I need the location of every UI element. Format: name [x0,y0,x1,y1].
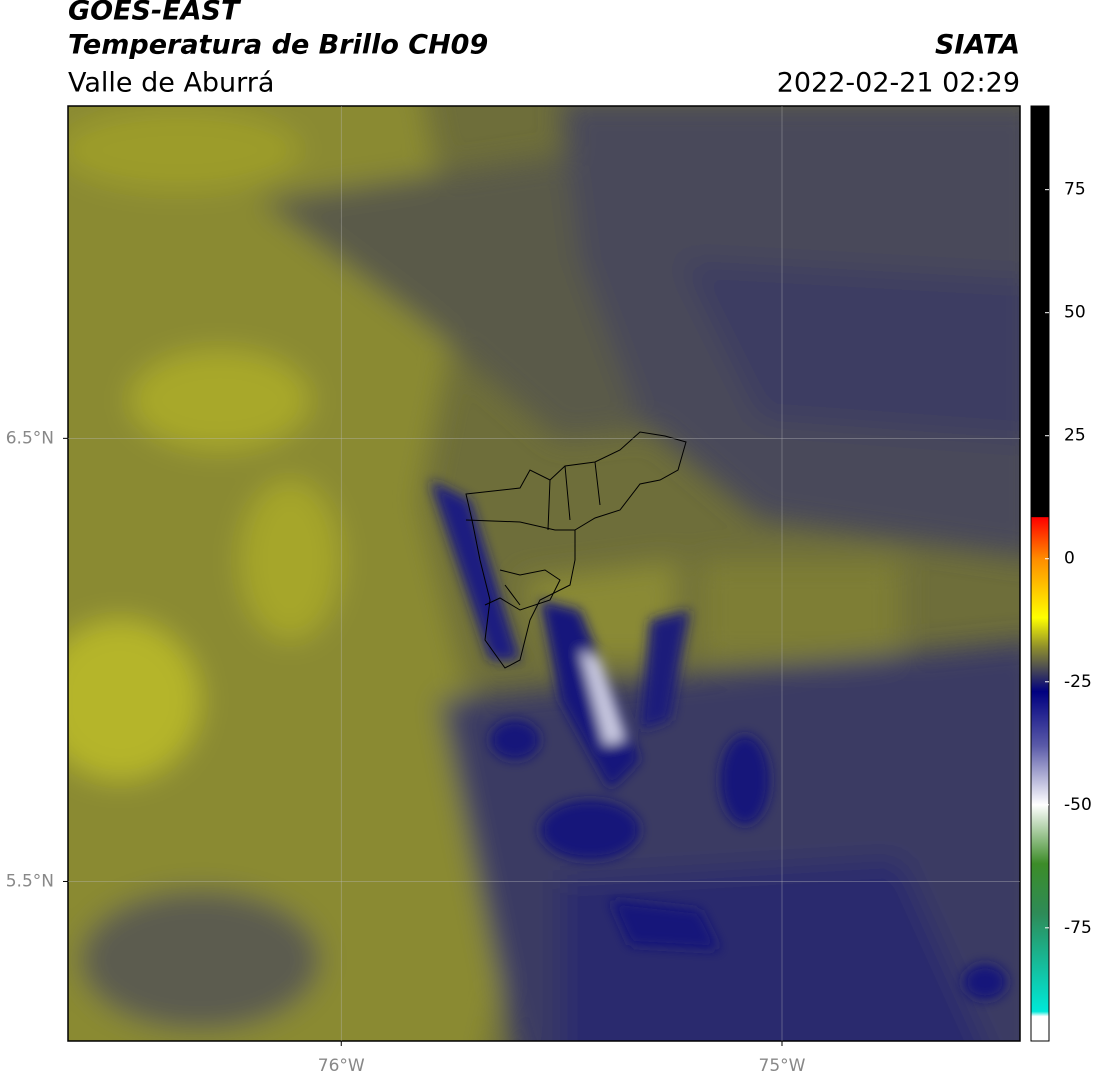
colorbar-tick-label: 25 [1064,426,1086,446]
colorbar-tick-label: -75 [1064,918,1092,938]
colorbar-tick-label: 75 [1064,180,1086,200]
region: Valle de Aburrá [68,68,274,99]
colorbar-tick-label: -25 [1064,672,1092,692]
source: SIATA [935,30,1020,61]
colorbar-tick-label: -50 [1064,795,1092,815]
map-field [68,106,1020,1041]
map-frame [67,105,1021,1042]
colorbar [1030,105,1050,1042]
y-tick-label: 5.5°N [6,871,54,891]
x-tick-label: 76°W [318,1056,365,1076]
municipal-boundaries [465,431,687,669]
datetime: 2022-02-21 02:29 [777,68,1020,99]
colorbar-tick-label: 0 [1064,549,1075,569]
x-tick-label: 75°W [759,1056,806,1076]
colorbar-tick-label: 50 [1064,303,1086,323]
title: GOES-EAST [68,0,242,27]
y-tick-label: 6.5°N [6,428,54,448]
subtitle: Temperatura de Brillo CH09 [68,30,488,61]
